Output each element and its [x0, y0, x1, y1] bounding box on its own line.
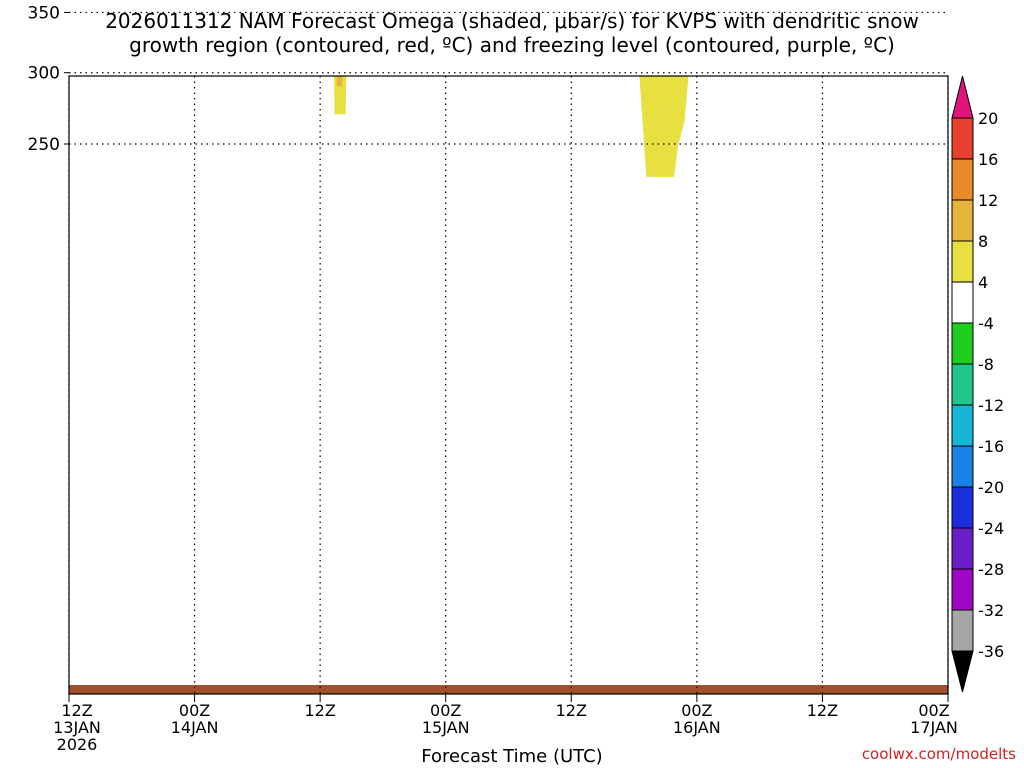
colorbar-below-triangle	[951, 650, 974, 693]
omega-region	[339, 0, 343, 18]
x-tick-label: 16JAN	[673, 718, 721, 737]
colorbar-label: 4	[978, 273, 988, 292]
x-tick-label: 14JAN	[171, 718, 219, 737]
colorbar-bin	[951, 363, 974, 406]
colorbar-label: -20	[978, 478, 1004, 497]
colorbar-bin	[951, 158, 974, 201]
x-tick-label: 00Z	[681, 701, 712, 720]
x-tick-label: 12Z	[807, 701, 838, 720]
colorbar-label: 8	[978, 232, 988, 251]
x-tick-label: 2026	[57, 735, 98, 754]
colorbar-label: 16	[978, 150, 998, 169]
x-tick-label: 00Z	[430, 701, 461, 720]
colorbar-bin	[951, 527, 974, 570]
x-tick-label: 00Z	[179, 701, 210, 720]
colorbar-label: -8	[978, 355, 994, 374]
colorbar-bin	[951, 240, 974, 283]
colorbar-bin	[951, 486, 974, 529]
omega-region	[339, 0, 342, 36]
colorbar-label: -12	[978, 396, 1004, 415]
omega-region	[337, 0, 344, 1]
x-tick-label: 12Z	[61, 701, 92, 720]
site-credit: coolwx.com/modelts	[861, 745, 1016, 763]
x-axis-label: Forecast Time (UTC)	[421, 746, 603, 767]
ground-surface	[69, 685, 948, 694]
colorbar-label: -28	[978, 560, 1004, 579]
colorbar-label: -16	[978, 437, 1004, 456]
x-tick-label: 15JAN	[422, 718, 470, 737]
y-tick-label: 300	[28, 64, 60, 84]
colorbar-bin	[951, 322, 974, 365]
colorbar-label: 20	[978, 109, 998, 128]
colorbar-label: -24	[978, 519, 1004, 538]
x-tick-label: 13JAN	[53, 718, 101, 737]
colorbar-bin	[951, 568, 974, 611]
plot-frame	[68, 75, 949, 695]
x-tick-label: 17JAN	[910, 718, 958, 737]
x-tick-label: 12Z	[304, 701, 335, 720]
omega-region	[336, 76, 343, 87]
colorbar-above-triangle	[951, 75, 974, 119]
colorbar-bin	[951, 445, 974, 488]
colorbar: 20 16 12 8 4 -4 -8 -12 -16 -20 -24 -28 -32 -36	[951, 75, 1004, 693]
colorbar-bin	[951, 281, 974, 324]
y-tick-label: 250	[28, 135, 60, 155]
colorbar-bin	[951, 199, 974, 242]
omega-region	[338, 0, 343, 12]
colorbar-bin	[951, 117, 974, 160]
omega-region	[334, 76, 347, 115]
colorbar-bin	[951, 404, 974, 447]
omega-region	[354, 0, 361, 47]
omega-region	[646, 0, 673, 18]
x-tick-label: 12Z	[556, 701, 587, 720]
omega-shading	[334, 0, 689, 177]
grid	[68, 11, 949, 694]
y-axis: 2503003504004505005506006507007508008509…	[28, 3, 69, 155]
omega-region	[639, 76, 689, 177]
chart-title-line2: growth region (contoured, red, ºC) and f…	[129, 33, 895, 57]
colorbar-label: 12	[978, 191, 998, 210]
colorbar-bin	[951, 609, 974, 652]
colorbar-label: -36	[978, 642, 1004, 661]
colorbar-label: -32	[978, 601, 1004, 620]
y-tick-label: 350	[28, 3, 60, 23]
x-tick-label: 00Z	[918, 701, 949, 720]
colorbar-label: -4	[978, 314, 994, 333]
